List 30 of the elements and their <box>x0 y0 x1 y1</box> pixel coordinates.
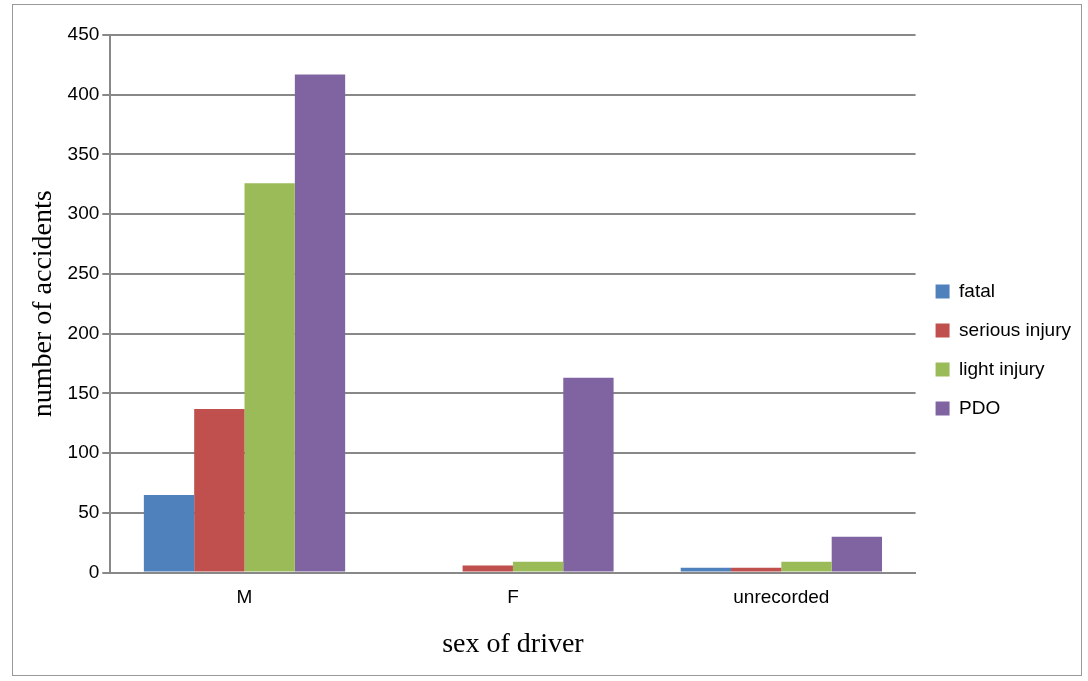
y-tick-label: 50 <box>78 501 100 523</box>
y-axis-title: number of accidents <box>26 190 58 418</box>
y-tick-label: 450 <box>67 23 100 45</box>
bar <box>512 561 564 572</box>
y-tick-label: 150 <box>67 381 100 403</box>
bar <box>244 183 295 572</box>
legend-label: fatal <box>959 279 995 301</box>
bar <box>143 494 195 572</box>
y-tick-label: 300 <box>67 202 100 224</box>
y-tick-label: 200 <box>67 321 100 343</box>
y-tick-label: 0 <box>88 560 100 582</box>
y-tick-label: 100 <box>67 441 100 463</box>
bar <box>831 536 883 572</box>
x-tick-label: M <box>236 586 253 608</box>
bar <box>462 565 513 572</box>
y-tick-label: 350 <box>67 142 100 164</box>
bar <box>680 567 732 572</box>
legend-label: PDO <box>959 396 1001 418</box>
x-tick-label: unrecorded <box>733 586 830 608</box>
x-tick-label: F <box>507 586 519 608</box>
x-axis-title: sex of driver <box>442 626 585 658</box>
y-tick-label: 250 <box>67 262 100 284</box>
y-tick-label: 400 <box>67 82 100 104</box>
bar <box>563 377 614 572</box>
bar <box>781 561 832 572</box>
bar <box>194 408 245 572</box>
bar <box>294 74 346 572</box>
bar <box>731 567 782 572</box>
legend-label: serious injury <box>959 318 1072 340</box>
legend-label: light injury <box>959 357 1046 379</box>
